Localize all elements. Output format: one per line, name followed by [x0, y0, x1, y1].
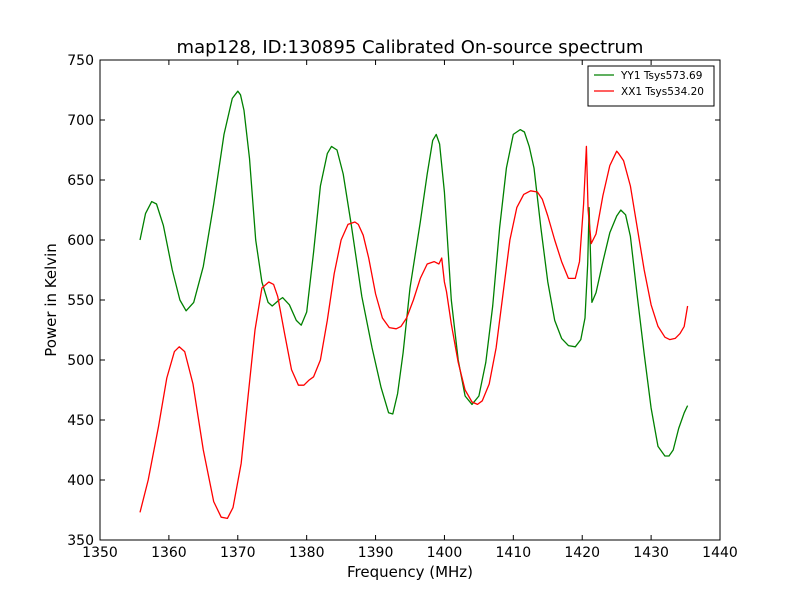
legend: YY1 Tsys573.69 XX1 Tsys534.20 [587, 65, 715, 107]
x-tick-label: 1420 [564, 545, 600, 561]
legend-box [587, 65, 715, 107]
plot-background [100, 60, 720, 540]
axis-ticks: 1350 1360 1370 1380 1390 1400 1410 1420 1430 1440… [67, 53, 738, 561]
y-tick-label: 650 [67, 173, 94, 189]
plot-frame [99, 59, 721, 541]
x-tick-label: 1410 [496, 545, 532, 561]
y-tick-label: 550 [67, 293, 94, 309]
chart-title: map128, ID:130895 Calibrated On-source s… [177, 37, 644, 58]
series-line-2 [139, 145, 689, 520]
x-axis-title: Frequency (MHz) [347, 563, 473, 581]
y-tick-label: 750 [67, 53, 94, 69]
x-tick-label: 1380 [289, 545, 325, 561]
y-tick-label: 600 [67, 233, 94, 249]
x-tick-label: 1400 [427, 545, 463, 561]
series-layer [139, 90, 689, 520]
legend-label-2: XX1 Tsys534.20 [621, 86, 704, 98]
y-tick-label: 450 [67, 413, 94, 429]
y-axis-title: Power in Kelvin [42, 243, 60, 357]
x-tick-label: 1390 [358, 545, 394, 561]
plot-area [100, 60, 720, 540]
x-tick-label: 1440 [702, 545, 738, 561]
x-tick-label: 1350 [82, 545, 118, 561]
series-line-1 [139, 90, 689, 457]
y-tick-label: 400 [67, 473, 94, 489]
x-tick-label: 1430 [633, 545, 669, 561]
legend-label-1: YY1 Tsys573.69 [620, 70, 702, 82]
y-tick-label: 500 [67, 353, 94, 369]
y-tick-label: 350 [67, 533, 94, 549]
x-tick-label: 1360 [151, 545, 187, 561]
y-tick-label: 700 [67, 113, 94, 129]
x-tick-label: 1370 [220, 545, 256, 561]
